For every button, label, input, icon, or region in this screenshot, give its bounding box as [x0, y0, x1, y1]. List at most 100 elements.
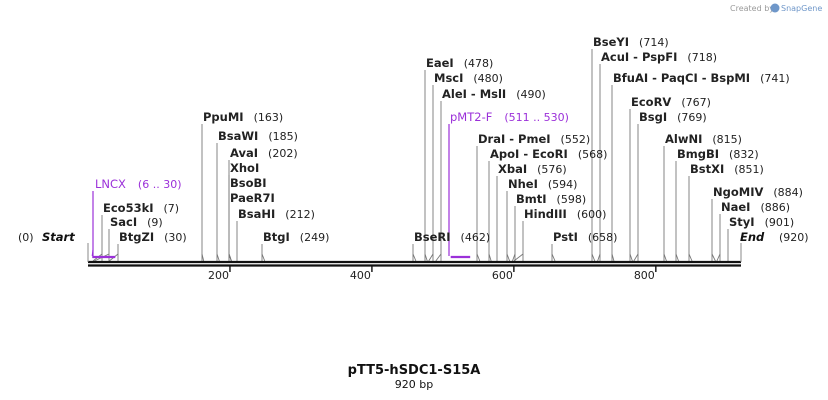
site-avai[interactable]: AvaI (202): [230, 146, 298, 160]
site-bmgbi[interactable]: BmgBI (832): [677, 147, 759, 161]
site-eaei[interactable]: EaeI (478): [426, 56, 493, 70]
site-leader-line: [629, 253, 633, 262]
site-position: (718): [687, 51, 717, 64]
site-position: (9): [147, 216, 163, 229]
snapgene-credit: Created by SnapGene: [730, 3, 822, 13]
site-bsahi[interactable]: BsaHI (212): [238, 207, 315, 221]
site-acui-pspfi[interactable]: AcuI - PspFI (718): [601, 50, 717, 64]
site-alwni[interactable]: AlwNI (815): [665, 132, 742, 146]
end-position: (920): [779, 231, 809, 244]
site-naei[interactable]: NaeI (886): [721, 200, 790, 214]
site-bseyi[interactable]: BseYI (714): [593, 35, 669, 49]
site-name: AlwNI: [665, 132, 702, 146]
site-position: (202): [268, 147, 298, 160]
site-psti[interactable]: PstI (658): [553, 230, 617, 244]
site-position: (7): [164, 202, 180, 215]
feature-range: (6 .. 30): [138, 178, 182, 191]
site-leader-line: [611, 253, 615, 262]
site-position: (576): [537, 163, 567, 176]
site-ngomiv[interactable]: NgoMIV (884): [713, 185, 803, 199]
site-name: BmtI: [516, 192, 547, 206]
site-nhei[interactable]: NheI (594): [508, 177, 577, 191]
site-name: BsgI: [639, 110, 667, 124]
site-bsgi[interactable]: BsgI (769): [639, 110, 707, 124]
site-leader-line: [428, 253, 434, 262]
brand-text: SnapGene: [781, 4, 822, 13]
site-name: SacI: [110, 215, 137, 229]
site-name: PpuMI: [203, 110, 244, 124]
site-name: NaeI: [721, 200, 750, 214]
end-marker: End (920): [740, 230, 809, 262]
site-position: (480): [473, 72, 503, 85]
site-btgi[interactable]: BtgI (249): [263, 230, 329, 244]
feature-lncx[interactable]: LNCX (6 .. 30): [91, 177, 182, 259]
feature-range: (511 .. 530): [504, 111, 569, 124]
site-bsobi[interactable]: BsoBI: [230, 176, 267, 190]
site-position: (490): [516, 88, 546, 101]
site-name: BmgBI: [677, 147, 719, 161]
site-drai-pmei[interactable]: DraI - PmeI (552): [478, 132, 590, 146]
site-leader-line: [633, 253, 639, 262]
site-leader-line: [512, 253, 516, 262]
site-bstxi[interactable]: BstXI (851): [690, 162, 764, 176]
site-leader-line: [435, 253, 442, 262]
site-name: AcuI - PspFI: [601, 50, 677, 64]
site-leader-line: [506, 253, 511, 262]
site-ecorv[interactable]: EcoRV (767): [631, 95, 711, 109]
site-name: PstI: [553, 230, 578, 244]
site-position: (884): [773, 186, 803, 199]
site-xhoi[interactable]: XhoI: [230, 161, 259, 175]
site-name: XhoI: [230, 161, 259, 175]
site-bmti[interactable]: BmtI (598): [516, 192, 586, 206]
site-styi[interactable]: StyI (901): [729, 215, 794, 229]
site-btgzi[interactable]: BtgZI (30): [119, 230, 187, 244]
site-alei-msli[interactable]: AleI - MslI (490): [442, 87, 546, 101]
feature-name: pMT2-F: [450, 110, 492, 124]
site-leader-line: [424, 253, 428, 262]
site-name: AvaI: [230, 146, 258, 160]
end-label: End: [740, 230, 765, 244]
site-position: (163): [254, 111, 284, 124]
site-leader-line: [688, 253, 693, 262]
site-name: HindIII: [524, 207, 567, 221]
site-bfuai-paqci-bspmi[interactable]: BfuAI - PaqCI - BspMI (741): [613, 71, 790, 85]
site-name: XbaI: [498, 162, 527, 176]
sequence-backbone: [88, 260, 741, 267]
site-ppumi[interactable]: PpuMI (163): [203, 110, 283, 124]
site-name: StyI: [729, 215, 755, 229]
site-xbai[interactable]: XbaI (576): [498, 162, 567, 176]
site-leader-line: [711, 253, 716, 262]
site-position: (594): [548, 178, 578, 191]
site-name: BstXI: [690, 162, 724, 176]
site-bseri[interactable]: BseRI (462): [414, 230, 490, 244]
start-label: Start: [42, 230, 75, 244]
site-leader-line: [663, 253, 667, 262]
site-position: (658): [588, 231, 618, 244]
site-leader-line: [476, 253, 481, 262]
site-leader-line: [488, 253, 492, 262]
site-name: EcoRV: [631, 95, 671, 109]
site-hindiii[interactable]: HindIII (600): [524, 207, 606, 221]
site-saci[interactable]: SacI (9): [110, 215, 163, 229]
start-marker: (0) Start: [18, 230, 89, 262]
site-paer7i[interactable]: PaeR7I: [230, 191, 275, 205]
site-name: MscI: [434, 71, 463, 85]
site-position: (478): [464, 57, 494, 70]
feature-pmt2-f[interactable]: pMT2-F (511 .. 530): [448, 110, 569, 259]
site-position: (851): [734, 163, 764, 176]
site-leader-line: [513, 253, 524, 262]
site-position: (568): [578, 148, 608, 161]
site-leader-line: [716, 253, 721, 262]
site-msci[interactable]: MscI (480): [434, 71, 503, 85]
site-name: EaeI: [426, 56, 454, 70]
axis-tick-label: 200: [208, 269, 229, 282]
site-name: BsaHI: [238, 207, 275, 221]
site-position: (212): [285, 208, 315, 221]
site-bsawi[interactable]: BsaWI (185): [218, 129, 298, 143]
site-position: (462): [461, 231, 491, 244]
site-name: PaeR7I: [230, 191, 275, 205]
site-apoi-ecori[interactable]: ApoI - EcoRI (568): [490, 147, 607, 161]
site-position: (552): [561, 133, 591, 146]
site-name: BfuAI - PaqCI - BspMI: [613, 71, 750, 85]
site-eco53ki[interactable]: Eco53kI (7): [103, 201, 179, 215]
